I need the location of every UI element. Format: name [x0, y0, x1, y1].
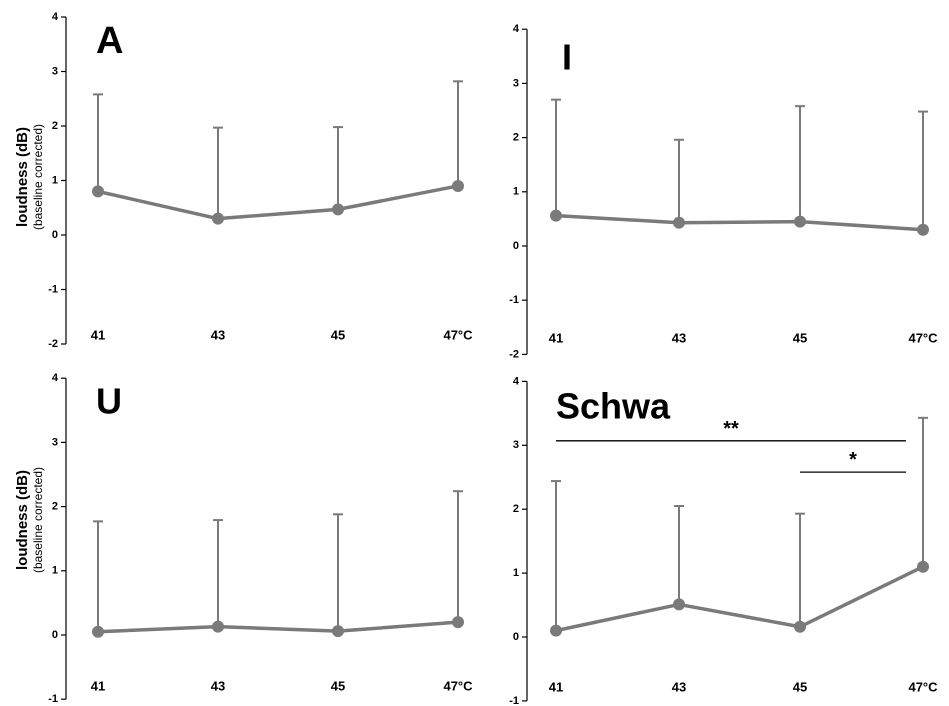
y-tick-label: -1 [48, 693, 58, 705]
x-tick-label: 41 [91, 678, 105, 693]
data-point [92, 185, 104, 198]
y-axis-label-main: loudness (dB) [14, 470, 31, 570]
y-tick-label: 3 [52, 65, 58, 77]
panel-title: A [96, 20, 123, 62]
y-axis-label-sub: (baseline corrected) [31, 123, 45, 231]
data-point [332, 203, 344, 216]
data-point [550, 209, 562, 222]
y-tick-label: 1 [513, 186, 519, 198]
x-tick-label: 45 [331, 327, 345, 342]
y-tick-label: 1 [52, 565, 58, 577]
x-tick-label: 45 [793, 330, 807, 345]
y-tick-label: 0 [52, 629, 58, 641]
series-line [555, 213, 924, 232]
y-tick-label: 4 [513, 23, 520, 35]
data-point [794, 215, 806, 228]
x-tick-label: 43 [211, 327, 225, 342]
x-tick-label: 45 [793, 679, 807, 694]
y-tick-label: 4 [52, 372, 59, 384]
y-axis-label-bottom: loudness (dB) (baseline corrected) [14, 435, 45, 605]
y-axis-label-sub: (baseline corrected) [31, 466, 45, 574]
data-point [673, 598, 685, 611]
series-line [97, 620, 459, 634]
data-point [550, 624, 562, 637]
y-tick-label: 4 [52, 11, 59, 23]
y-tick-label: -1 [509, 695, 519, 706]
x-tick-label: 43 [211, 678, 225, 693]
y-tick-label: 3 [513, 77, 519, 89]
data-point [92, 625, 104, 638]
y-tick-label: 0 [52, 229, 58, 241]
data-point [452, 616, 464, 629]
y-tick-label: 1 [513, 567, 519, 579]
y-tick-label: 2 [513, 132, 519, 144]
y-tick-label: 4 [513, 375, 520, 387]
significance-label: * [849, 449, 857, 471]
x-tick-label: 47°C [908, 679, 938, 694]
data-point [794, 620, 806, 633]
series-line [555, 565, 924, 633]
x-tick-label: 47°C [443, 327, 473, 342]
panel-title: I [562, 37, 572, 78]
y-tick-label: 2 [52, 501, 58, 513]
significance-label: ** [723, 418, 739, 440]
y-tick-label: -1 [48, 283, 58, 295]
x-tick-label: 43 [672, 330, 686, 345]
panel-title: U [96, 381, 122, 422]
series-line [97, 184, 459, 221]
y-tick-label: 3 [52, 436, 58, 448]
y-tick-label: -2 [48, 338, 58, 350]
data-point [452, 179, 464, 192]
x-tick-label: 41 [549, 679, 563, 694]
y-tick-label: 0 [513, 631, 519, 643]
data-point [917, 223, 929, 236]
y-tick-label: -1 [509, 294, 519, 306]
y-tick-label: -2 [509, 348, 519, 360]
data-point [332, 625, 344, 638]
y-tick-label: 2 [52, 120, 58, 132]
data-point [212, 212, 224, 225]
x-tick-label: 43 [672, 679, 686, 694]
x-tick-label: 41 [549, 330, 563, 345]
panel-title: Schwa [556, 386, 671, 427]
y-axis-label-top: loudness (dB) (baseline corrected) [14, 92, 45, 262]
y-tick-label: 0 [513, 240, 519, 252]
y-tick-label: 3 [513, 439, 519, 451]
y-tick-label: 1 [52, 174, 58, 186]
x-tick-label: 47°C [908, 330, 938, 345]
y-tick-label: 2 [513, 503, 519, 515]
x-tick-label: 45 [331, 678, 345, 693]
data-point [673, 216, 685, 229]
x-tick-label: 41 [91, 327, 105, 342]
data-point [917, 560, 929, 573]
data-point [212, 620, 224, 633]
y-axis-label-main: loudness (dB) [14, 127, 31, 227]
x-tick-label: 47°C [443, 678, 473, 693]
